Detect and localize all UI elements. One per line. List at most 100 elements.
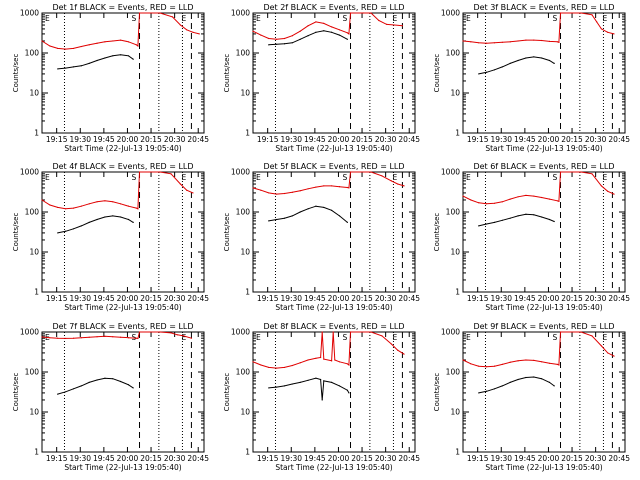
series-lld-point: [135, 207, 137, 209]
x-tick-label: 19:45: [304, 135, 326, 144]
series-lld-line: [462, 331, 615, 368]
x-tick-label: 20:45: [187, 454, 209, 463]
x-tick-label: 20:45: [398, 135, 420, 144]
series-lld-point: [104, 335, 106, 337]
series-lld-point: [138, 171, 141, 173]
series-lld-point: [517, 40, 519, 42]
series-events-point: [120, 216, 122, 218]
series-events-line: [478, 213, 555, 227]
x-tick-label: 19:15: [257, 294, 279, 303]
series-lld-point: [332, 331, 334, 333]
y-tick-label: 1000: [231, 168, 250, 177]
series-lld-point: [171, 16, 174, 18]
x-tick-label: 20:45: [608, 454, 630, 463]
y-tick-label: 1: [455, 288, 460, 297]
series-events-point: [57, 232, 59, 234]
series-lld-point: [559, 331, 562, 333]
series-events-point: [315, 205, 317, 207]
x-tick-label: 20:45: [187, 135, 209, 144]
series-lld-point: [135, 337, 137, 339]
series-events-point: [493, 69, 496, 71]
series-events-point: [291, 42, 293, 44]
series-lld-point: [509, 198, 511, 200]
x-tick-label: 20:30: [164, 294, 186, 303]
event-marker-label: E: [602, 333, 607, 342]
series-lld-point: [64, 208, 67, 210]
series-lld-point: [462, 40, 464, 42]
series-lld-point: [470, 199, 472, 201]
series-lld-point: [338, 186, 341, 188]
event-marker-label: E: [392, 333, 397, 342]
y-tick-label: 1: [455, 448, 460, 457]
event-marker-label: S: [553, 14, 558, 23]
series-lld-point: [600, 28, 603, 30]
plot-frame: [41, 331, 205, 453]
x-tick-label: 20:30: [585, 294, 607, 303]
series-events-point: [323, 30, 325, 32]
series-lld-point: [72, 47, 75, 50]
series-events-point: [517, 59, 519, 62]
series-lld-point: [541, 361, 543, 363]
series-events-point: [493, 221, 496, 223]
series-events-point: [346, 38, 348, 40]
series-events-point: [112, 215, 114, 217]
series-lld-point: [135, 44, 137, 46]
chart-title: Det 6f BLACK = Events, RED = LLD: [473, 162, 614, 171]
series-lld-point: [591, 14, 593, 16]
series-lld-point: [127, 41, 130, 43]
series-events-point: [323, 380, 325, 382]
chart-panel-5: Det 5f BLACK = Events, RED = LLD 1 10 100 10…: [223, 162, 420, 312]
series-lld-point: [159, 331, 161, 333]
series-lld-point: [323, 185, 325, 187]
series-events-point: [127, 55, 130, 57]
series-events-point: [80, 65, 82, 67]
series-lld-point: [120, 39, 122, 41]
x-tick-label: 19:15: [46, 454, 68, 463]
x-tick-label: 20:15: [140, 294, 162, 303]
series-lld-point: [299, 362, 301, 364]
series-events-point: [104, 377, 106, 379]
series-lld-point: [397, 349, 399, 351]
series-lld-point: [596, 21, 598, 23]
y-tick-label: 10: [450, 408, 460, 417]
x-tick-label: 20:30: [585, 454, 607, 463]
series-events-point: [478, 73, 480, 75]
y-axis-label: Counts/sec: [223, 54, 231, 93]
series-lld-line: [41, 171, 194, 210]
series-lld-point: [462, 359, 464, 361]
series-events-point: [104, 216, 106, 218]
event-marker-label: S: [343, 173, 348, 182]
x-axis-label: Start Time (22-Jul-13 19:05:40): [485, 303, 602, 312]
series-events-point: [64, 67, 67, 69]
series-lld-point: [323, 358, 325, 360]
series-events-point: [112, 378, 114, 380]
y-tick-label: 1: [245, 448, 250, 457]
series-events-point: [80, 225, 82, 227]
series-lld-point: [485, 42, 488, 44]
series-lld-point: [88, 44, 90, 46]
event-marker-label: S: [343, 333, 348, 342]
chart-title: Det 2f BLACK = Events, RED = LLD: [263, 3, 404, 12]
chart-title: Det 9f BLACK = Events, RED = LLD: [473, 322, 614, 331]
series-events-point: [525, 376, 527, 379]
series-lld-point: [613, 193, 615, 195]
series-events-point: [501, 66, 503, 68]
series-events-point: [299, 38, 301, 40]
series-lld-point: [338, 361, 341, 363]
y-tick-label: 1: [34, 448, 39, 457]
event-marker-label: E: [45, 14, 50, 23]
series-lld-point: [41, 40, 43, 42]
series-events-point: [268, 387, 270, 389]
series-lld-point: [556, 200, 558, 202]
x-tick-label: 20:00: [328, 294, 350, 303]
event-marker-label: E: [256, 173, 261, 182]
series-events-point: [548, 59, 551, 62]
x-axis-label: Start Time (22-Jul-13 19:05:40): [485, 463, 602, 472]
series-events-point: [72, 388, 75, 390]
series-events-point: [541, 378, 543, 380]
series-events-point: [346, 221, 348, 223]
series-lld-point: [348, 364, 350, 366]
series-lld-point: [501, 363, 503, 365]
x-tick-label: 20:45: [398, 294, 420, 303]
x-tick-label: 19:30: [490, 454, 512, 463]
